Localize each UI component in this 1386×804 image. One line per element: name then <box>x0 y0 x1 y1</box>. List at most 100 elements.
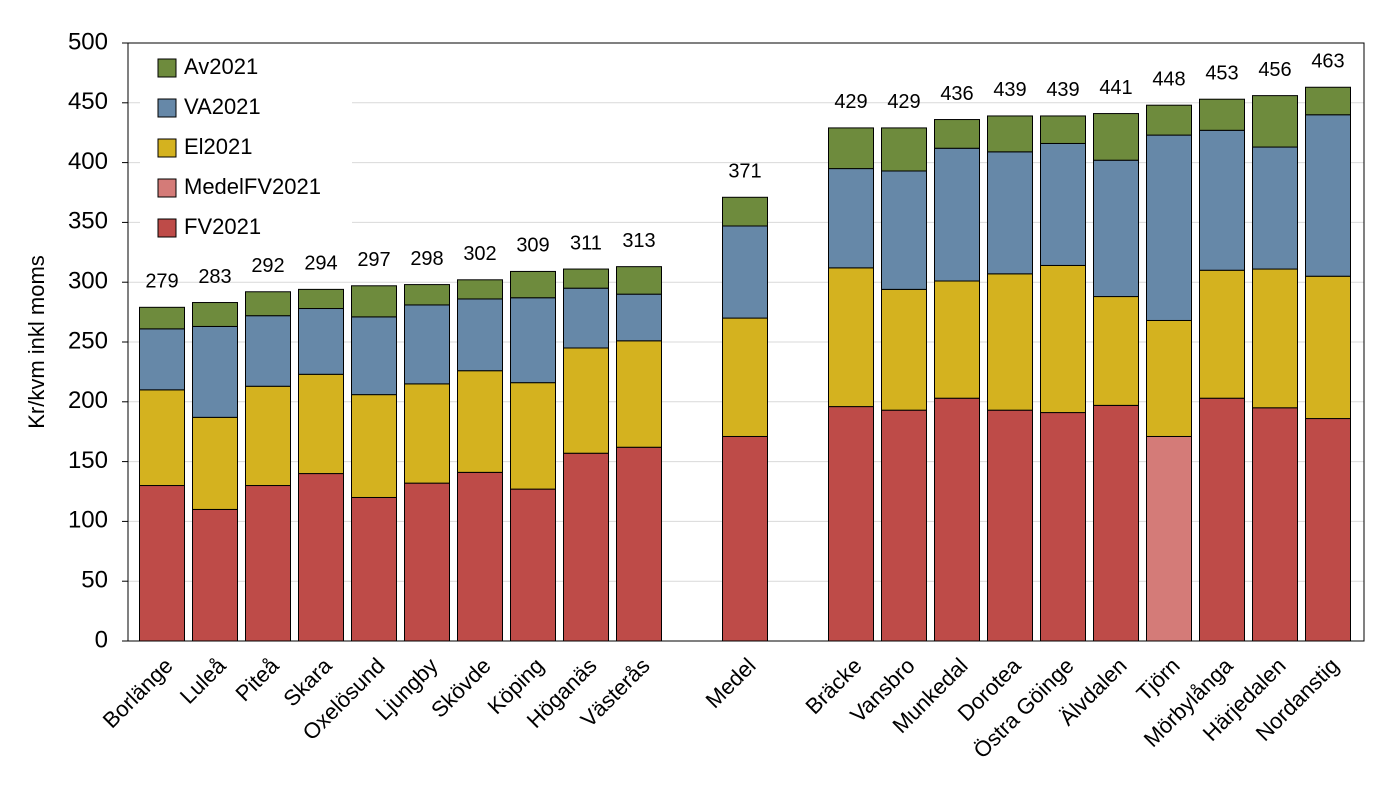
bar-segment <box>457 471 503 642</box>
bar-segment <box>828 267 874 408</box>
legend-label: Av2021 <box>184 54 258 79</box>
bar-segment <box>1199 397 1245 642</box>
bar-segment <box>722 225 768 319</box>
bar-segment <box>245 485 291 642</box>
bar-segment <box>722 317 768 437</box>
bar-segment <box>1146 104 1192 136</box>
bar-segment <box>245 291 291 317</box>
bar-segment <box>881 127 927 172</box>
total-label: 429 <box>834 91 867 113</box>
bar-segment <box>934 119 980 149</box>
x-tick-label: Medel <box>701 653 761 713</box>
bar-segment <box>1146 134 1192 321</box>
total-label: 439 <box>1046 79 1079 101</box>
legend-swatch <box>157 98 177 118</box>
bar-segment <box>616 340 662 448</box>
bar-segment <box>351 316 397 396</box>
total-label: 463 <box>1311 51 1344 73</box>
bar-segment <box>510 270 556 299</box>
bar-segment <box>1252 407 1298 642</box>
bar-segment <box>510 297 556 384</box>
y-tick-label: 350 <box>68 208 108 235</box>
bar-segment <box>563 347 609 454</box>
legend-swatch <box>157 178 177 198</box>
bar-segment <box>1199 269 1245 399</box>
legend-label: MedelFV2021 <box>184 174 321 199</box>
bar-segment <box>616 293 662 342</box>
total-label: 311 <box>570 232 602 254</box>
total-label: 302 <box>463 243 496 265</box>
bar-segment <box>139 389 185 487</box>
total-label: 297 <box>357 249 390 271</box>
bar-segment <box>1093 296 1139 406</box>
bar-segment <box>1040 264 1086 414</box>
bar-segment <box>1040 115 1086 144</box>
y-tick-label: 0 <box>95 626 108 653</box>
total-label: 448 <box>1152 68 1185 90</box>
y-tick-label: 250 <box>68 327 108 354</box>
bar-segment <box>510 488 556 642</box>
bar-segment <box>404 284 450 306</box>
legend-label: FV2021 <box>184 214 261 239</box>
bar-segment <box>1305 114 1351 277</box>
bar-segment <box>1093 404 1139 642</box>
y-tick-label: 300 <box>68 268 108 295</box>
bar-segment <box>881 409 927 642</box>
bar-segment <box>1199 129 1245 271</box>
bar-segment <box>139 485 185 642</box>
legend-label: VA2021 <box>184 94 261 119</box>
bar-segment <box>616 446 662 642</box>
bar-segment <box>404 383 450 484</box>
bar-segment <box>1199 98 1245 131</box>
bar-segment <box>987 409 1033 642</box>
total-label: 453 <box>1205 62 1238 84</box>
bar-segment <box>192 416 238 510</box>
total-label: 436 <box>940 83 973 105</box>
bar-segment <box>722 435 768 642</box>
bar-segment <box>828 168 874 269</box>
y-tick-label: 150 <box>68 447 108 474</box>
total-label: 292 <box>251 255 284 277</box>
y-axis-title: Kr/kvm inkl moms <box>24 255 49 429</box>
y-tick-label: 500 <box>68 28 108 55</box>
bar-segment <box>828 406 874 642</box>
bar-segment <box>298 473 344 642</box>
bar-segment <box>934 280 980 399</box>
bar-segment <box>245 315 291 387</box>
bar-segment <box>616 266 662 295</box>
x-tick-label: Borlänge <box>98 653 178 733</box>
y-tick-label: 100 <box>68 507 108 534</box>
x-tick-label: Piteå <box>231 652 285 706</box>
total-label: 441 <box>1099 77 1132 99</box>
total-label: 456 <box>1258 59 1291 81</box>
total-label: 298 <box>410 248 443 270</box>
bar-segment <box>722 196 768 227</box>
bar-segment <box>1040 142 1086 266</box>
bar-segment <box>139 306 185 330</box>
legend-label: El2021 <box>184 134 253 159</box>
x-tick-label: Luleå <box>175 652 231 708</box>
bar-segment <box>828 127 874 170</box>
bar-segment <box>457 279 503 300</box>
bar-segment <box>457 298 503 372</box>
bar-segment <box>192 325 238 418</box>
legend-swatch <box>157 218 177 238</box>
total-label: 309 <box>516 235 549 257</box>
legend-swatch <box>157 58 177 78</box>
bar-segment <box>1252 268 1298 409</box>
bar-segment <box>139 328 185 391</box>
bar-segment <box>1252 146 1298 270</box>
bar-segment <box>192 302 238 327</box>
bar-segment <box>987 151 1033 275</box>
bar-segment <box>404 304 450 385</box>
bar-segment <box>1146 319 1192 437</box>
bar-segment <box>192 508 238 642</box>
bar-segment <box>1305 86 1351 116</box>
x-tick-label: Skövde <box>426 653 496 723</box>
bar-segment <box>563 287 609 349</box>
total-label: 313 <box>622 230 655 252</box>
bar-segment <box>934 147 980 282</box>
bar-segment <box>1040 412 1086 642</box>
bar-segment <box>457 370 503 473</box>
